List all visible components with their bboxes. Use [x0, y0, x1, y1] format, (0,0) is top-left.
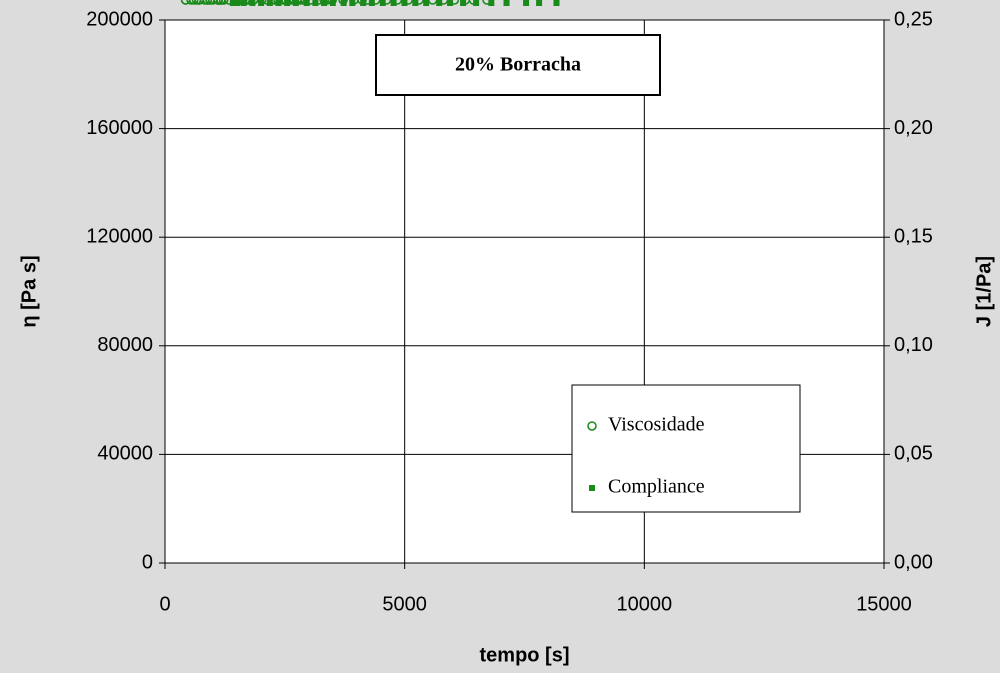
legend-marker — [589, 485, 595, 491]
point — [482, 0, 492, 5]
point — [392, 0, 403, 5]
point — [362, 0, 373, 5]
y-tick-label: 0 — [142, 551, 153, 573]
point — [427, 0, 438, 5]
y-tick-label: 80000 — [97, 334, 153, 356]
point — [329, 0, 336, 6]
legend-marker — [587, 421, 597, 431]
x-axis-label: tempo [s] — [480, 644, 570, 666]
y-axis-label: η [Pa s] — [18, 255, 40, 327]
point — [199, 0, 210, 5]
point — [180, 0, 191, 5]
point — [205, 0, 215, 5]
point — [258, 0, 265, 6]
point — [313, 0, 324, 5]
x-tick-label: 5000 — [382, 593, 427, 615]
point — [202, 0, 213, 5]
point — [381, 0, 392, 5]
point — [368, 0, 375, 6]
point — [436, 0, 443, 6]
point — [249, 0, 256, 6]
point — [438, 0, 449, 5]
point — [278, 0, 289, 5]
point — [503, 0, 510, 6]
point — [208, 0, 218, 5]
point — [292, 0, 299, 6]
y-tick-label: 200000 — [86, 8, 153, 30]
point — [312, 0, 319, 6]
point — [297, 0, 308, 5]
point — [321, 0, 328, 6]
point — [390, 0, 397, 6]
y2-tick-label: 0,05 — [894, 443, 933, 465]
point — [488, 0, 495, 6]
legend-label: Compliance — [608, 476, 705, 498]
point — [286, 0, 297, 5]
point — [224, 0, 234, 5]
point — [243, 0, 253, 5]
y2-axis-label: J [1/Pa] — [973, 256, 995, 327]
point — [460, 0, 467, 6]
legend-box — [571, 384, 801, 513]
point — [186, 0, 196, 5]
point — [473, 0, 480, 6]
point — [370, 0, 381, 5]
point — [414, 0, 424, 5]
point — [270, 0, 280, 5]
point — [275, 0, 282, 6]
point — [449, 0, 460, 5]
point — [213, 0, 223, 5]
x-tick-label: 15000 — [856, 593, 912, 615]
x-tick-label: 0 — [159, 593, 170, 615]
y2-tick-label: 0,15 — [894, 225, 933, 247]
point — [191, 0, 202, 5]
y-tick-label: 40000 — [97, 443, 153, 465]
chart-title: 20% Borracha — [455, 54, 581, 76]
point — [412, 0, 419, 6]
point — [284, 0, 291, 6]
point — [294, 0, 305, 5]
y-tick-label: 160000 — [86, 117, 153, 139]
x-tick-label: 10000 — [617, 593, 673, 615]
point — [360, 0, 367, 6]
title-box — [375, 34, 661, 96]
point — [403, 0, 413, 5]
y2-tick-label: 0,10 — [894, 334, 933, 356]
y2-tick-label: 0,25 — [894, 8, 933, 30]
point — [303, 0, 310, 6]
point — [447, 0, 454, 6]
point — [305, 0, 316, 5]
y2-tick-label: 0,20 — [894, 117, 933, 139]
plot-border — [164, 19, 885, 564]
point — [240, 0, 247, 6]
y-tick-label: 120000 — [86, 225, 153, 247]
point — [189, 0, 199, 5]
point — [194, 0, 204, 5]
legend-label: Viscosidade — [608, 414, 705, 436]
y2-tick-label: 0,00 — [894, 551, 933, 573]
point — [523, 0, 530, 6]
point — [234, 0, 241, 6]
point — [266, 0, 273, 6]
point — [423, 0, 430, 6]
point — [229, 0, 236, 6]
point — [349, 0, 356, 6]
point — [536, 0, 543, 6]
point — [379, 0, 386, 6]
point — [216, 0, 226, 5]
point — [553, 0, 560, 6]
point — [401, 0, 408, 6]
point — [340, 0, 347, 6]
point — [218, 0, 229, 5]
